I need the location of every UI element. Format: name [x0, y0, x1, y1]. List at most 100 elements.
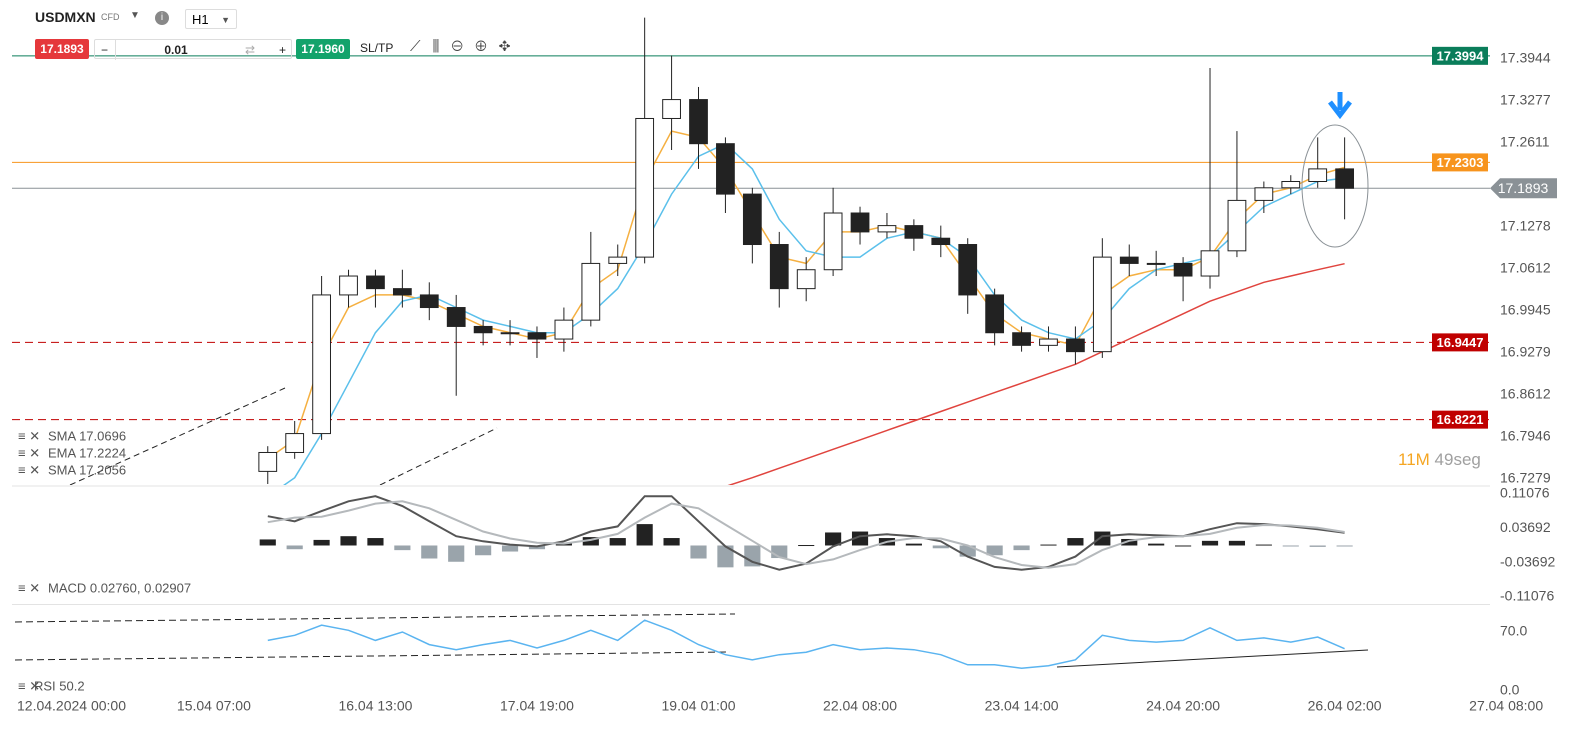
macd-title: MACD 0.02760, 0.02907: [48, 580, 191, 595]
candle-body: [554, 319, 574, 340]
legend-icon: ≡ ✕: [18, 428, 40, 443]
candle-body: [1066, 338, 1085, 353]
price-tag: [1432, 410, 1488, 429]
macd-histogram-bar: [798, 545, 815, 547]
y-tick-label: 0.11076: [1500, 485, 1550, 501]
toolbar-icons[interactable]: ⟋⫼⊖⊕✥: [410, 38, 523, 55]
macd-histogram-bar: [1228, 540, 1246, 546]
swap[interactable]: ⇄: [245, 43, 256, 57]
candle-body: [366, 275, 385, 290]
price-tag: [1432, 333, 1488, 352]
y-tick-label: 16.8612: [1500, 386, 1551, 402]
rsi-title: RSI 50.2: [34, 678, 85, 693]
candle-body: [689, 99, 708, 145]
plus[interactable]: +: [278, 43, 286, 57]
candle-body: [500, 332, 520, 335]
candle-body: [877, 225, 897, 233]
price-tag-label: 16.8221: [1437, 412, 1484, 427]
legend-icon: ≡ ✕: [18, 445, 40, 460]
x-tick-label: 19.04 01:00: [662, 698, 736, 714]
candle-body: [1200, 250, 1220, 277]
price-panel: [12, 17, 1490, 485]
candle-body: [904, 225, 924, 239]
y-tick-label: 0.0: [1500, 682, 1520, 698]
price-tag-label: 16.9447: [1437, 335, 1484, 350]
candle-body: [823, 212, 843, 271]
price-tag-label: 17.3994: [1437, 48, 1485, 63]
candle-body: [392, 288, 412, 296]
candle-body: [581, 262, 601, 321]
candle-body: [769, 244, 789, 290]
candle-body: [312, 294, 331, 435]
y-tick-label: 17.2611: [1500, 134, 1550, 150]
candle-body: [796, 269, 816, 290]
candle-body: [635, 117, 655, 258]
trendline: [379, 427, 498, 485]
candle-body: [1146, 262, 1166, 265]
macd-histogram-bar: [663, 538, 680, 546]
macd-histogram-bar: [717, 545, 734, 568]
macd-histogram-bar: [986, 545, 1003, 556]
price-tag-label: 17.2303: [1437, 155, 1484, 170]
candle-body: [931, 237, 951, 246]
buy-button[interactable]: 17.1960: [296, 39, 350, 59]
macd-histogram-bar: [286, 545, 303, 550]
macd-histogram-bar: [1094, 531, 1111, 546]
lot-input[interactable]: −0.01 ⇄ +: [94, 39, 292, 60]
macd-line: [267, 500, 1345, 569]
symbol: USDMXN: [35, 9, 96, 25]
x-tick-label: 27.04 08:00: [1469, 698, 1543, 714]
legend-icon: ≡ ✕: [18, 462, 40, 477]
macd-histogram-bar: [1067, 538, 1084, 546]
candle-body: [473, 325, 493, 334]
macd-histogram-bar: [1040, 544, 1057, 546]
macd-histogram-bar: [367, 538, 384, 546]
legend-sma: SMA 17.0696: [48, 428, 126, 443]
badge: CFD: [101, 12, 120, 22]
candle-body: [258, 451, 278, 472]
candle-body: [985, 294, 1005, 334]
y-tick-label: 70.0: [1500, 623, 1527, 639]
candle-body: [1335, 168, 1355, 189]
candle-body: [742, 193, 762, 246]
macd-histogram-bar: [582, 537, 599, 546]
y-tick-label: 16.9279: [1500, 344, 1551, 360]
y-tick-label: 17.0612: [1500, 260, 1551, 276]
price-tag: [1432, 46, 1488, 65]
macd-histogram-bar: [1255, 544, 1272, 546]
macd-histogram-bar: [340, 536, 357, 546]
macd-histogram-bar: [905, 543, 922, 546]
macd-histogram-bar: [1282, 545, 1299, 547]
y-tick-label: 0.03692: [1500, 519, 1551, 535]
candle-body: [1254, 187, 1274, 201]
macd-histogram-bar: [394, 545, 411, 551]
sltp[interactable]: SL/TP: [360, 41, 394, 55]
x-tick-label: 16.04 13:00: [338, 698, 412, 714]
info-icon[interactable]: i: [155, 11, 169, 25]
macd-histogram-bar: [959, 545, 976, 557]
macd-histogram-bar: [609, 538, 626, 546]
macd-histogram-bar: [932, 545, 949, 549]
candle-body: [419, 294, 439, 309]
axes: 17.3944 17.3277 17.2611 17.1278 17.0612 16.99…: [17, 46, 1557, 714]
timeframe-select[interactable]: H1 ▼: [185, 9, 237, 29]
x-tick-label: 23.04 14:00: [985, 698, 1059, 714]
macd-histogram-bar: [1148, 543, 1165, 546]
symbol-dropdown[interactable]: ▼: [130, 10, 140, 21]
candle-body: [850, 212, 870, 233]
countdown: 11M 49seg: [1398, 450, 1481, 469]
x-tick-label: 22.04 08:00: [823, 698, 897, 714]
x-tick-label: 15.04 07:00: [177, 698, 251, 714]
countdown-seconds: 49seg: [1435, 450, 1481, 469]
legend-sma: SMA 17.2056: [48, 462, 126, 477]
timeframe: H1: [192, 12, 209, 27]
candle-body: [1173, 262, 1193, 277]
candle-body: [958, 244, 978, 296]
sell-button[interactable]: 17.1893: [35, 39, 89, 59]
candle-body: [1092, 256, 1112, 353]
macd-histogram-bar: [421, 545, 438, 559]
x-tick-label: 24.04 20:00: [1146, 698, 1220, 714]
minus[interactable]: −: [101, 43, 109, 57]
lot: 0.01: [115, 40, 236, 60]
